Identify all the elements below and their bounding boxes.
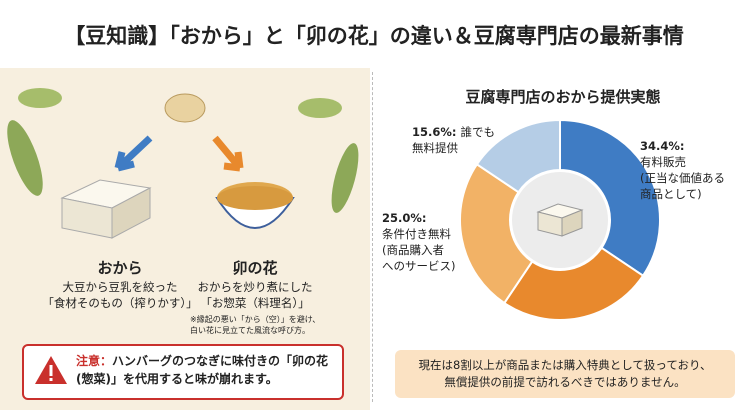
donut-segment [459,162,534,305]
unohana-name: 卯の花 [232,259,278,277]
segment-label: 15.6%: 誰でも 無料提供 [412,124,512,156]
donut-segment [502,246,645,321]
warning-box [22,344,344,400]
unohana-bowl [215,182,295,229]
chart-note: 現在は8割以上が商品または購入特典として扱っており、 無償提供の前提で訪れるべき… [395,350,735,398]
warning-icon [35,356,67,384]
arrow-orange [212,135,244,172]
warning-text: 注意：ハンバーグのつなぎに味付きの「卯の花(惣菜)」を代用すると味が崩れます。 [76,352,332,388]
segment-label: 25.0%: 条件付き無料 (商品購入者 へのサービス) [382,210,482,274]
okara-name: おから [97,259,143,277]
category-label: 有料販売 (正当な価値ある 商品として) [640,155,725,201]
value-label: 15.6%: [412,125,457,139]
okara-desc: 大豆から豆乳を絞った 「食材そのもの（搾りかす）」 [42,280,198,310]
chart-title: 豆腐専門店のおから提供実態 [465,88,661,106]
tofu-icon [536,203,584,237]
tofu-block [60,179,152,239]
segment-label: 34.4%: 有料販売 (正当な価値ある 商品として) [640,138,745,202]
unohana-desc: おからを炒り煮にした 「お惣菜（料理名）」 [197,280,313,310]
arrow-blue [114,135,153,172]
donut-chart [459,118,661,321]
soy-pods [7,88,359,213]
donut-segment [475,118,561,194]
divider [372,72,373,402]
donut-segment [559,118,661,278]
warning-label: 注意： [76,354,113,368]
value-label: 34.4%: [640,139,685,153]
category-label: 条件付き無料 (商品購入者 へのサービス) [382,227,456,273]
unohana-note: ※縁起の悪い「から（空）」を避け、 白い花に見立てた風流な呼び方。 [190,315,321,335]
category-label: 誰でも 無料提供 [412,125,495,155]
illustrations [7,88,359,239]
soybean [164,93,206,123]
tofu-side [561,209,583,237]
page-title: 【豆知識】「おから」と「卯の花」の違い＆豆腐専門店の最新事情 [64,24,684,48]
warning-body: ハンバーグのつなぎに味付きの「卯の花(惣菜)」を代用すると味が崩れます。 [76,354,329,386]
value-label: 25.0%: [382,211,427,225]
